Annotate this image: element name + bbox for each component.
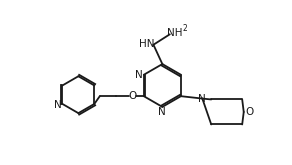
Text: O: O xyxy=(128,91,137,101)
Text: N: N xyxy=(54,99,62,110)
Text: NH: NH xyxy=(167,28,183,38)
Text: N: N xyxy=(199,94,206,104)
Text: 2: 2 xyxy=(182,24,187,33)
Text: HN: HN xyxy=(139,39,155,49)
Text: N: N xyxy=(159,107,166,117)
Text: N: N xyxy=(135,70,142,80)
Text: O: O xyxy=(245,107,253,117)
